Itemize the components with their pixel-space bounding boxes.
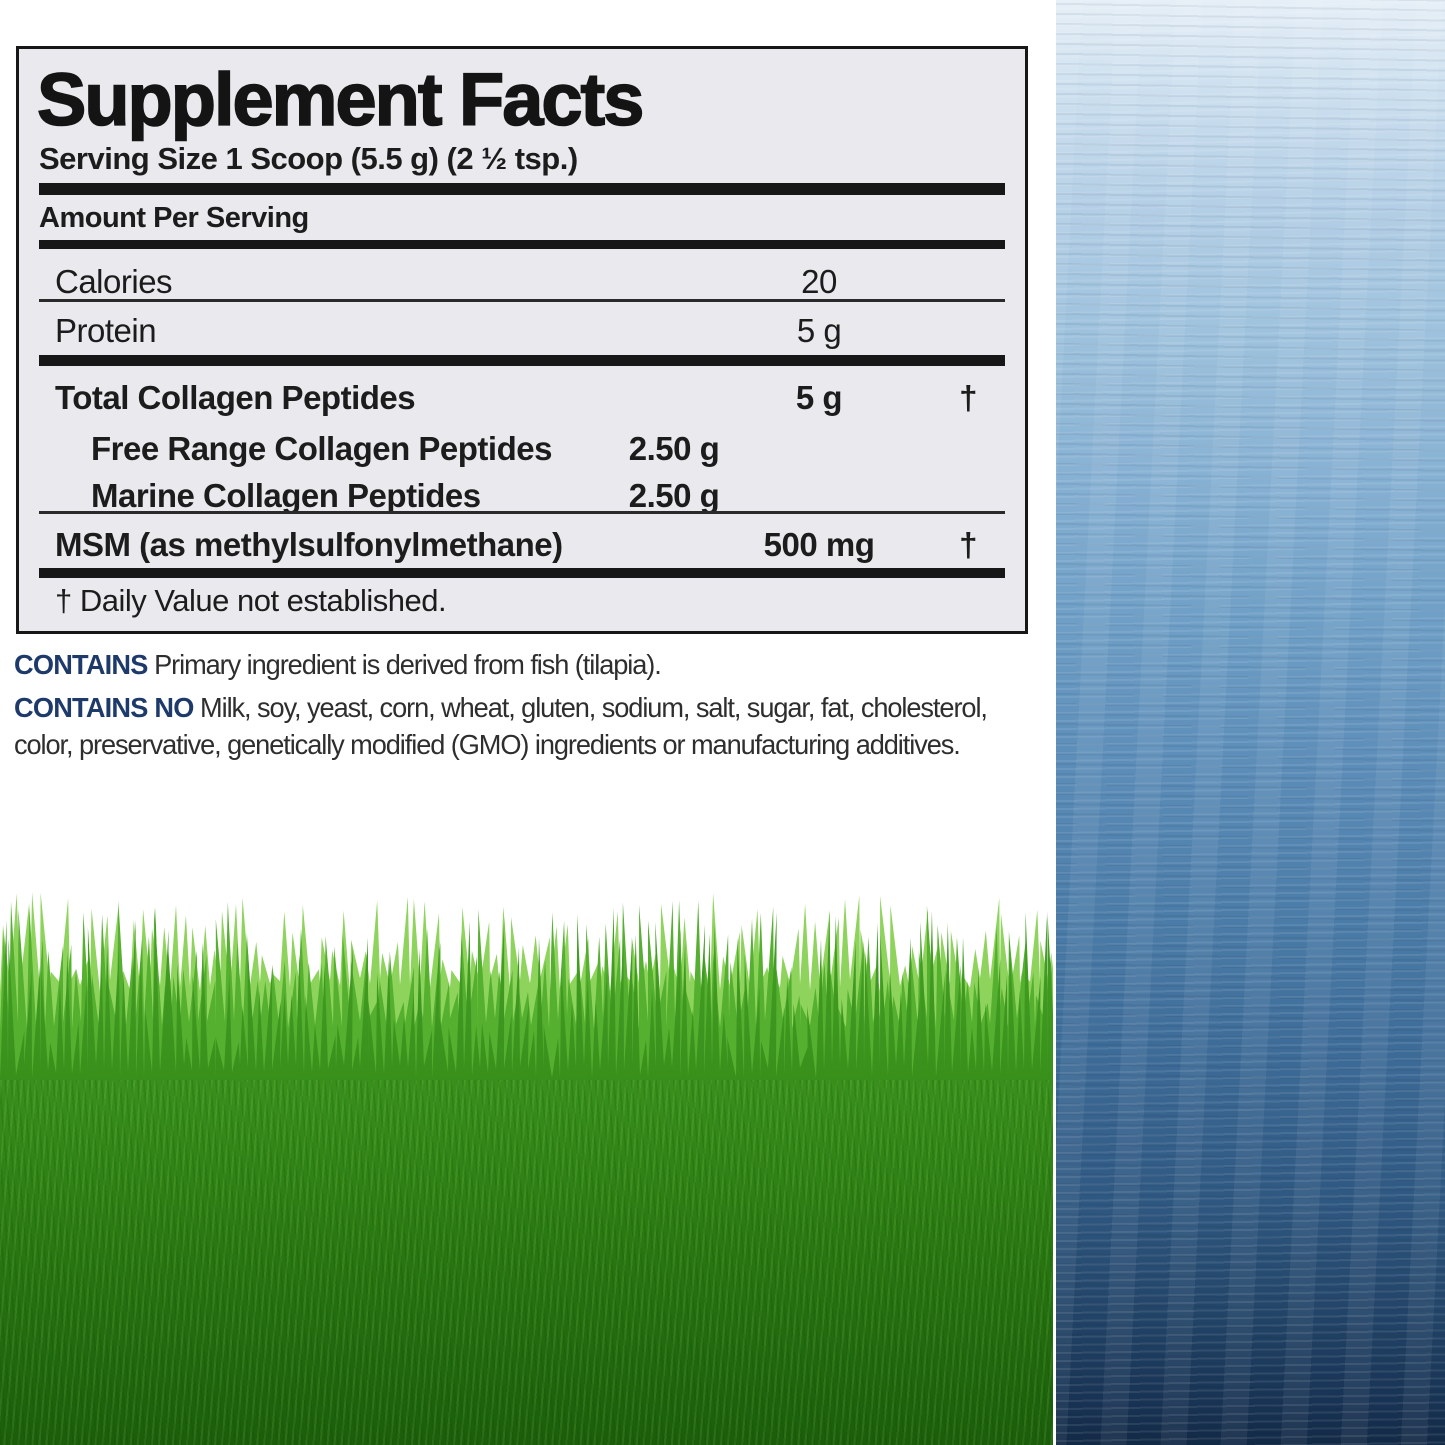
row-label: Marine Collagen Peptides <box>91 477 481 514</box>
thick-divider <box>39 355 1005 366</box>
serving-size-text: Serving Size 1 Scoop (5.5 g) (2 ½ tsp.) <box>39 141 578 176</box>
amount-per-serving-header: Amount Per Serving <box>39 202 309 234</box>
dagger-symbol: † <box>959 526 977 563</box>
thick-divider <box>39 183 1005 195</box>
thick-divider <box>39 568 1005 578</box>
row-amount: 500 mg <box>763 526 875 563</box>
row-label: Total Collagen Peptides <box>55 379 416 416</box>
contains-text: Primary ingredient is derived from fish … <box>147 649 662 680</box>
row-amount: 20 <box>801 263 837 300</box>
contains-statement: CONTAINS Primary ingredient is derived f… <box>14 646 1028 683</box>
dagger-symbol: † <box>959 379 977 416</box>
row-label: Calories <box>55 263 173 300</box>
thin-divider <box>39 511 1005 514</box>
contains-no-text: Milk, soy, yeast, corn, wheat, gluten, s… <box>14 692 988 760</box>
water-surface-photo <box>1056 0 1445 1445</box>
contains-no-label: CONTAINS NO <box>14 692 194 723</box>
thin-divider <box>39 299 1005 302</box>
daily-value-footnote: † Daily Value not established. <box>55 583 447 618</box>
row-label: Protein <box>55 312 157 349</box>
grass-texture-overlay <box>0 1080 1053 1445</box>
row-label: Free Range Collagen Peptides <box>91 430 552 467</box>
allergen-statements: CONTAINS Primary ingredient is derived f… <box>14 646 1028 769</box>
grass-illustration <box>0 892 1053 1445</box>
grass-field-photo <box>0 880 1053 1445</box>
thick-divider <box>39 240 1005 249</box>
panel-title: Supplement Facts <box>36 57 645 142</box>
row-amount: 5 g <box>796 312 842 349</box>
row-amount: 2.50 g <box>628 430 720 467</box>
row-amount: 5 g <box>795 379 843 416</box>
row-label: MSM (as methylsulfonylmethane) <box>55 526 563 563</box>
supplement-facts-panel: Supplement Facts Serving Size 1 Scoop (5… <box>16 46 1028 634</box>
contains-no-statement: CONTAINS NO Milk, soy, yeast, corn, whea… <box>14 689 1028 763</box>
contains-label: CONTAINS <box>14 649 148 680</box>
row-amount: 2.50 g <box>628 477 720 514</box>
